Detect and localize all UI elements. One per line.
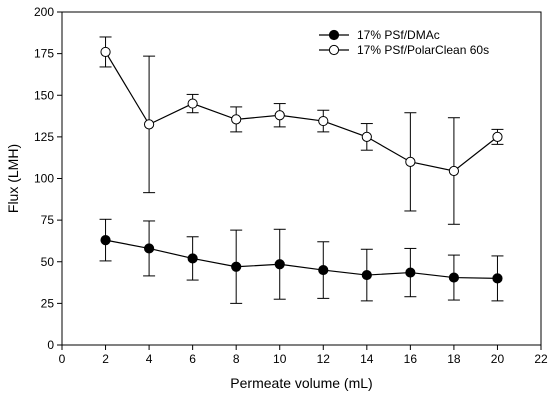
data-point: [361, 269, 372, 281]
y-tick-label: 50: [41, 255, 55, 269]
data-point: [318, 115, 329, 127]
plot-frame: [61, 11, 542, 346]
data-point: [143, 243, 155, 254]
x-tick-label: 6: [189, 352, 196, 366]
ticks: 0 2 4 6 8 10 12 14 16 18 20 22 0 25 50 75 100 125 150 175 20…: [34, 5, 548, 366]
series-line: [105, 239, 498, 279]
data-point: [100, 235, 111, 246]
y-tick-label: 75: [41, 213, 55, 227]
x-tick-label: 16: [404, 352, 418, 366]
x-axis-title: Permeate volume (mL): [230, 375, 372, 391]
x-tick-label: 0: [59, 352, 66, 366]
legend-marker: [328, 29, 340, 41]
x-tick-label: 4: [146, 352, 153, 366]
data-point: [405, 156, 416, 167]
series-line: [105, 51, 498, 172]
data-point: [187, 253, 198, 264]
x-tick-label: 14: [360, 352, 374, 366]
data-point: [274, 259, 285, 270]
x-tick-label: 18: [447, 352, 461, 366]
data-point: [187, 98, 198, 109]
x-tick-label: 10: [273, 352, 287, 366]
data-point: [274, 110, 285, 121]
y-tick-label: 100: [34, 172, 54, 186]
legend-label: 17% PSf/DMAc: [357, 28, 440, 42]
y-tick-label: 200: [34, 5, 54, 19]
legend-item-1: 17% PSf/PolarClean 60s: [319, 43, 489, 57]
x-tick-label: 22: [534, 352, 548, 366]
series-0: [99, 218, 504, 304]
x-tick-label: 8: [233, 352, 240, 366]
y-tick-label: 25: [41, 296, 55, 310]
axes: [61, 11, 542, 346]
data-point: [492, 273, 503, 284]
data-point: [448, 272, 460, 283]
legend-item-0: 17% PSf/DMAc: [319, 28, 440, 42]
y-tick-label: 150: [34, 88, 54, 102]
series-1: [99, 36, 504, 225]
x-tick-label: 12: [317, 352, 331, 366]
y-axis-title: Flux (LMH): [5, 144, 21, 213]
data-point: [100, 46, 111, 58]
legend-label: 17% PSf/PolarClean 60s: [357, 43, 489, 57]
data-point: [361, 131, 372, 142]
y-tick-label: 125: [34, 130, 54, 144]
data-point: [492, 131, 503, 142]
x-tick-label: 2: [102, 352, 109, 366]
data-point: [405, 267, 416, 278]
x-tick-label: 20: [491, 352, 505, 366]
y-tick-label: 0: [47, 338, 54, 352]
data-point: [318, 264, 329, 276]
data-point: [231, 261, 242, 272]
series: [99, 36, 504, 304]
legend-marker: [328, 44, 340, 56]
data-point: [143, 119, 155, 130]
data-point: [231, 114, 242, 125]
y-tick-label: 175: [34, 47, 54, 61]
data-point: [448, 165, 460, 177]
